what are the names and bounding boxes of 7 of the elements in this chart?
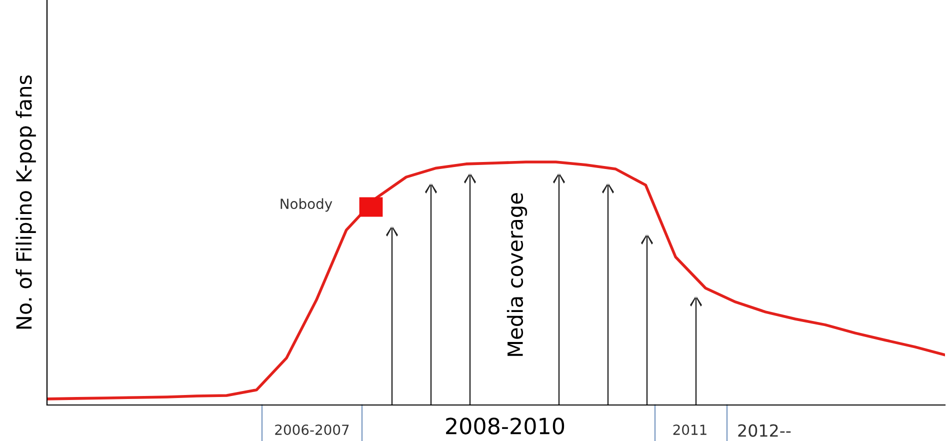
text: 2008-2010 bbox=[446, 418, 564, 434]
text: 2006-2007 bbox=[275, 424, 349, 436]
annotation: Nobody bbox=[280, 198, 332, 212]
y-axis-title: No. of Filipino K-pop fans bbox=[16, 75, 36, 329]
annotation: Media coverage bbox=[506, 193, 528, 356]
text: 2012-- bbox=[738, 424, 791, 437]
text: 2011 bbox=[673, 424, 706, 436]
